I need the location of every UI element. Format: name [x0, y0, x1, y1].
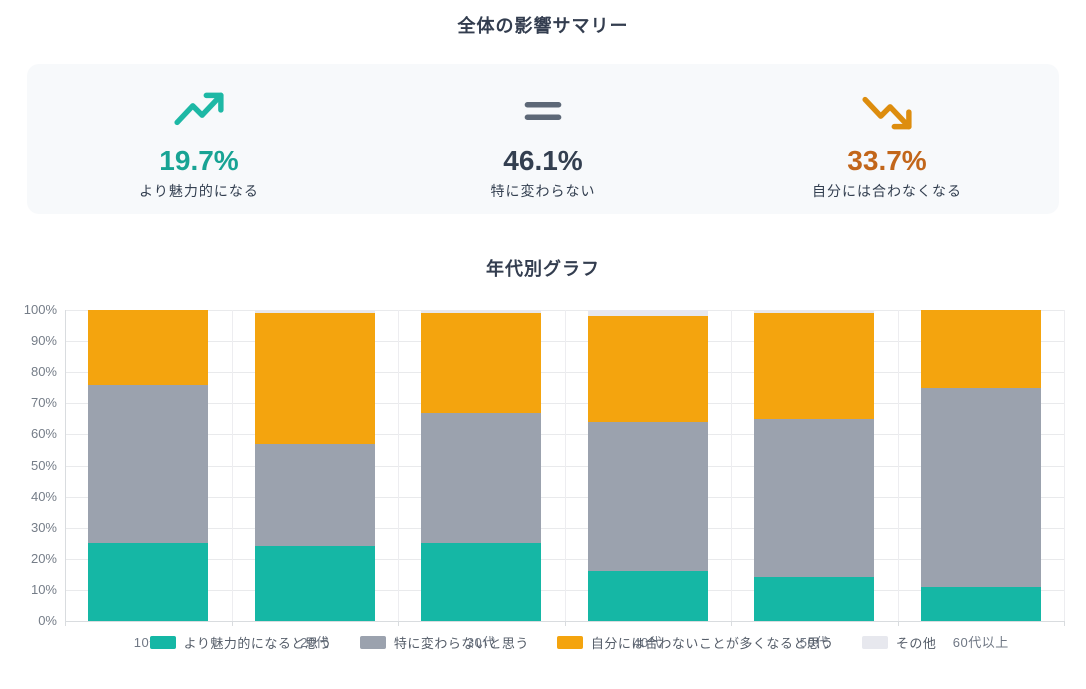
bar-segment[interactable] [254, 443, 375, 547]
stat-value: 46.1% [503, 145, 583, 176]
bar-segment[interactable] [754, 577, 875, 621]
x-axis-tick [1064, 621, 1065, 626]
x-axis-label: 30代 [466, 635, 496, 650]
y-axis-label: 40% [30, 488, 57, 504]
bar-segment[interactable] [254, 313, 375, 444]
legend-swatch [556, 636, 583, 649]
stat-not-for-me: 33.7% 自分には合わなくなる [715, 64, 1059, 214]
stacked-bar-chart: 0% 10% 20% 30% 40% 50% 60% 70% 80% 90% 100% 10代 20代 3… [0, 281, 1086, 676]
x-gridline [731, 310, 732, 621]
x-axis-tick [65, 621, 66, 626]
bar-segment[interactable] [587, 316, 708, 422]
legend-swatch [149, 636, 176, 649]
x-axis-tick [898, 621, 899, 626]
y-axis-label: 70% [30, 395, 57, 411]
y-axis-label: 10% [30, 581, 57, 597]
stat-value: 33.7% [847, 145, 927, 176]
y-axis-label: 80% [30, 364, 57, 380]
x-gridline [1064, 310, 1065, 621]
trending-down-icon [860, 85, 914, 137]
bar-segment[interactable] [88, 543, 209, 621]
legend-swatch [861, 636, 888, 649]
legend-label: 自分には合わないことが多くなると思う [590, 636, 834, 651]
bar-segment[interactable] [254, 546, 375, 621]
bar-segment[interactable] [421, 310, 542, 314]
bar-segment[interactable] [754, 313, 875, 419]
y-axis-label: 20% [30, 550, 57, 566]
x-gridline [398, 310, 399, 621]
equals-icon [516, 85, 570, 137]
x-axis-tick [398, 621, 399, 626]
y-axis-label: 0% [38, 613, 57, 628]
page-title: 全体の影響サマリー [457, 16, 629, 36]
bar-segment[interactable] [421, 313, 542, 413]
x-axis-tick [565, 621, 566, 626]
legend-item[interactable]: より魅力的になると思う [149, 633, 332, 652]
bar-segment[interactable] [587, 421, 708, 572]
y-gridline [65, 310, 1064, 311]
x-axis-label: 40代 [633, 635, 663, 650]
legend-item[interactable]: 特に変わらないと思う [359, 633, 529, 652]
y-axis-label: 60% [30, 426, 57, 442]
y-gridline [65, 434, 1064, 436]
bar-segment[interactable] [920, 586, 1041, 621]
bar-segment[interactable] [920, 387, 1041, 587]
stat-value: 19.7% [159, 145, 239, 176]
chart-title: 年代別グラフ [486, 259, 600, 279]
x-axis-tick [232, 621, 233, 626]
legend-item[interactable]: その他 [861, 633, 937, 652]
stat-label: より魅力的になる [139, 183, 259, 199]
bar-segment[interactable] [421, 543, 542, 621]
summary-card: 19.7% より魅力的になる 46.1% 特に変わらない 33.7% 自分には合 [27, 64, 1059, 214]
bar-segment[interactable] [920, 310, 1041, 388]
y-gridline [65, 558, 1064, 560]
bar-segment[interactable] [254, 310, 375, 314]
y-gridline [65, 527, 1064, 529]
bar-segment[interactable] [421, 412, 542, 544]
legend-label: より魅力的になると思う [183, 636, 332, 651]
legend-label: その他 [895, 636, 937, 651]
x-axis-tick [731, 621, 732, 626]
bar-segment[interactable] [587, 310, 708, 317]
stat-more-attractive: 19.7% より魅力的になる [27, 64, 371, 214]
y-gridline [65, 341, 1064, 343]
y-axis-label: 90% [30, 333, 57, 349]
y-gridline [65, 621, 1064, 622]
legend-item[interactable]: 自分には合わないことが多くなると思う [556, 633, 834, 652]
y-axis-label: 100% [23, 302, 57, 317]
x-gridline [65, 310, 66, 621]
chart-legend: より魅力的になると思う 特に変わらないと思う 自分には合わないことが多くなると思う そ… [0, 633, 1086, 652]
y-axis-label: 30% [30, 519, 57, 535]
bar-segment[interactable] [754, 310, 875, 314]
y-gridline [65, 372, 1064, 374]
stat-label: 自分には合わなくなる [812, 183, 962, 199]
legend-swatch [359, 636, 386, 649]
bar-segment[interactable] [88, 384, 209, 544]
x-gridline [898, 310, 899, 621]
y-axis-label: 50% [30, 457, 57, 473]
y-gridline [65, 589, 1064, 591]
legend-label: 特に変わらないと思う [393, 636, 529, 651]
x-gridline [232, 310, 233, 621]
x-axis-label: 20代 [300, 635, 330, 650]
bar-segment[interactable] [587, 571, 708, 621]
y-gridline [65, 465, 1064, 467]
chart-plot-area: 0% 10% 20% 30% 40% 50% 60% 70% 80% 90% 100% 10代 20代 3… [24, 303, 1065, 650]
x-axis-label: 60代以上 [952, 635, 1009, 650]
stat-label: 特に変わらない [490, 183, 596, 199]
x-gridline [565, 310, 566, 621]
trending-up-icon [172, 85, 226, 137]
bar-segment[interactable] [88, 310, 209, 385]
y-gridline [65, 496, 1064, 498]
stat-no-change: 46.1% 特に変わらない [371, 64, 715, 214]
y-gridline [65, 403, 1064, 405]
x-axis-label: 50代 [799, 635, 829, 650]
bar-segment[interactable] [754, 418, 875, 578]
